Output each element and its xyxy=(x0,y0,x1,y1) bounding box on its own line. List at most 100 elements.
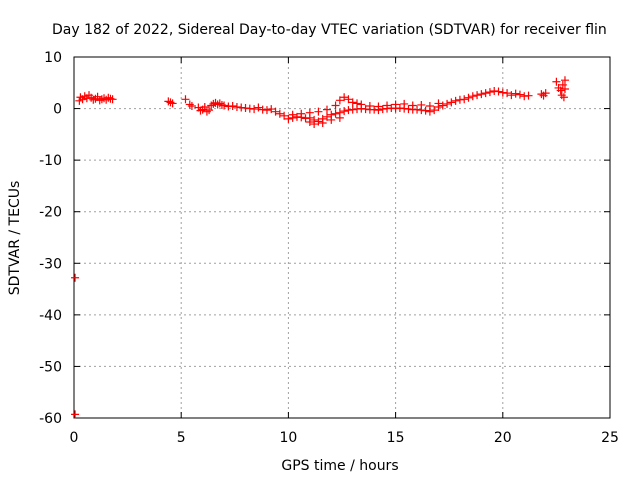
data-point xyxy=(267,105,276,114)
data-point xyxy=(559,93,568,102)
y-tick-label: -50 xyxy=(39,359,62,375)
data-point xyxy=(322,112,331,121)
data-point xyxy=(494,87,503,96)
y-tick-label: 10 xyxy=(44,50,62,66)
x-tick-label: 10 xyxy=(279,430,297,446)
data-point xyxy=(443,99,452,108)
data-point xyxy=(473,91,482,100)
data-point xyxy=(314,107,323,116)
x-tick-label: 0 xyxy=(70,430,79,446)
data-point xyxy=(558,80,567,89)
data-point xyxy=(430,106,439,115)
x-tick-label: 5 xyxy=(177,430,186,446)
x-axis-ticks: 0 5 10 15 20 25 xyxy=(70,57,619,446)
data-point xyxy=(185,100,194,109)
y-axis-label: SDTVAR / TECUs xyxy=(7,181,23,296)
data-point xyxy=(280,111,289,120)
data-point xyxy=(331,109,340,118)
data-point xyxy=(335,96,344,105)
data-point xyxy=(220,101,229,110)
data-point xyxy=(254,103,263,112)
data-point xyxy=(485,88,494,97)
data-point xyxy=(71,273,80,282)
data-point xyxy=(425,101,434,110)
data-point xyxy=(524,91,533,100)
data-point xyxy=(340,93,349,102)
data-point xyxy=(71,410,80,419)
data-point xyxy=(541,89,550,98)
data-points xyxy=(71,76,569,419)
data-point xyxy=(166,98,175,107)
data-point xyxy=(408,101,417,110)
data-point xyxy=(391,100,400,109)
data-point xyxy=(322,105,331,114)
data-point xyxy=(400,99,409,108)
data-point xyxy=(537,90,546,99)
data-point xyxy=(560,76,569,85)
data-point xyxy=(305,117,314,126)
data-point xyxy=(331,101,340,110)
data-point xyxy=(76,93,85,102)
data-point xyxy=(348,98,357,107)
data-point xyxy=(481,89,490,98)
chart-title: Day 182 of 2022, Sidereal Day-to-day VTE… xyxy=(52,22,607,38)
data-point xyxy=(464,93,473,102)
data-point xyxy=(438,101,447,110)
data-point xyxy=(417,100,426,109)
data-point xyxy=(262,106,271,115)
data-point xyxy=(560,84,569,93)
data-point xyxy=(552,77,561,86)
data-point xyxy=(250,105,259,114)
x-tick-label: 15 xyxy=(387,430,405,446)
x-axis-label: GPS time / hours xyxy=(281,458,398,474)
data-point xyxy=(318,119,327,128)
y-tick-label: -10 xyxy=(39,153,62,169)
data-point xyxy=(288,110,297,119)
plot-frame xyxy=(73,56,611,419)
data-point xyxy=(327,115,336,124)
data-point xyxy=(434,99,443,108)
y-tick-label: -40 xyxy=(39,308,62,324)
data-point xyxy=(503,89,512,98)
data-point xyxy=(164,97,173,106)
data-point xyxy=(383,101,392,110)
data-point xyxy=(108,95,117,104)
data-point xyxy=(556,86,565,95)
data-point xyxy=(284,114,293,123)
data-point xyxy=(314,117,323,126)
data-point xyxy=(374,102,383,111)
y-axis-ticks: 10 0 -10 -20 -30 -40 -50 -60 xyxy=(39,50,610,427)
data-point xyxy=(515,90,524,99)
data-point xyxy=(228,101,237,110)
data-point xyxy=(340,107,349,116)
data-point xyxy=(344,95,353,104)
data-point xyxy=(187,101,196,110)
data-point xyxy=(357,100,366,109)
y-tick-label: -30 xyxy=(39,256,62,272)
y-tick-label: -20 xyxy=(39,205,62,221)
data-point xyxy=(511,89,520,98)
data-point xyxy=(181,95,190,104)
data-point xyxy=(310,120,319,129)
data-point xyxy=(205,106,214,115)
data-point xyxy=(168,99,177,108)
data-point xyxy=(421,106,430,115)
data-point xyxy=(271,107,280,116)
data-point xyxy=(200,103,209,112)
data-point xyxy=(460,95,469,104)
data-point xyxy=(365,101,374,110)
data-point xyxy=(353,99,362,108)
data-point xyxy=(507,91,516,100)
data-point xyxy=(447,98,456,107)
data-point xyxy=(104,93,113,102)
data-point xyxy=(297,109,306,118)
data-point xyxy=(451,96,460,105)
x-tick-label: 25 xyxy=(601,430,619,446)
y-tick-label: -60 xyxy=(39,411,62,427)
x-tick-label: 20 xyxy=(494,430,512,446)
data-point xyxy=(215,99,224,108)
data-point xyxy=(477,90,486,99)
data-point xyxy=(335,113,344,122)
y-tick-label: 0 xyxy=(53,102,62,118)
